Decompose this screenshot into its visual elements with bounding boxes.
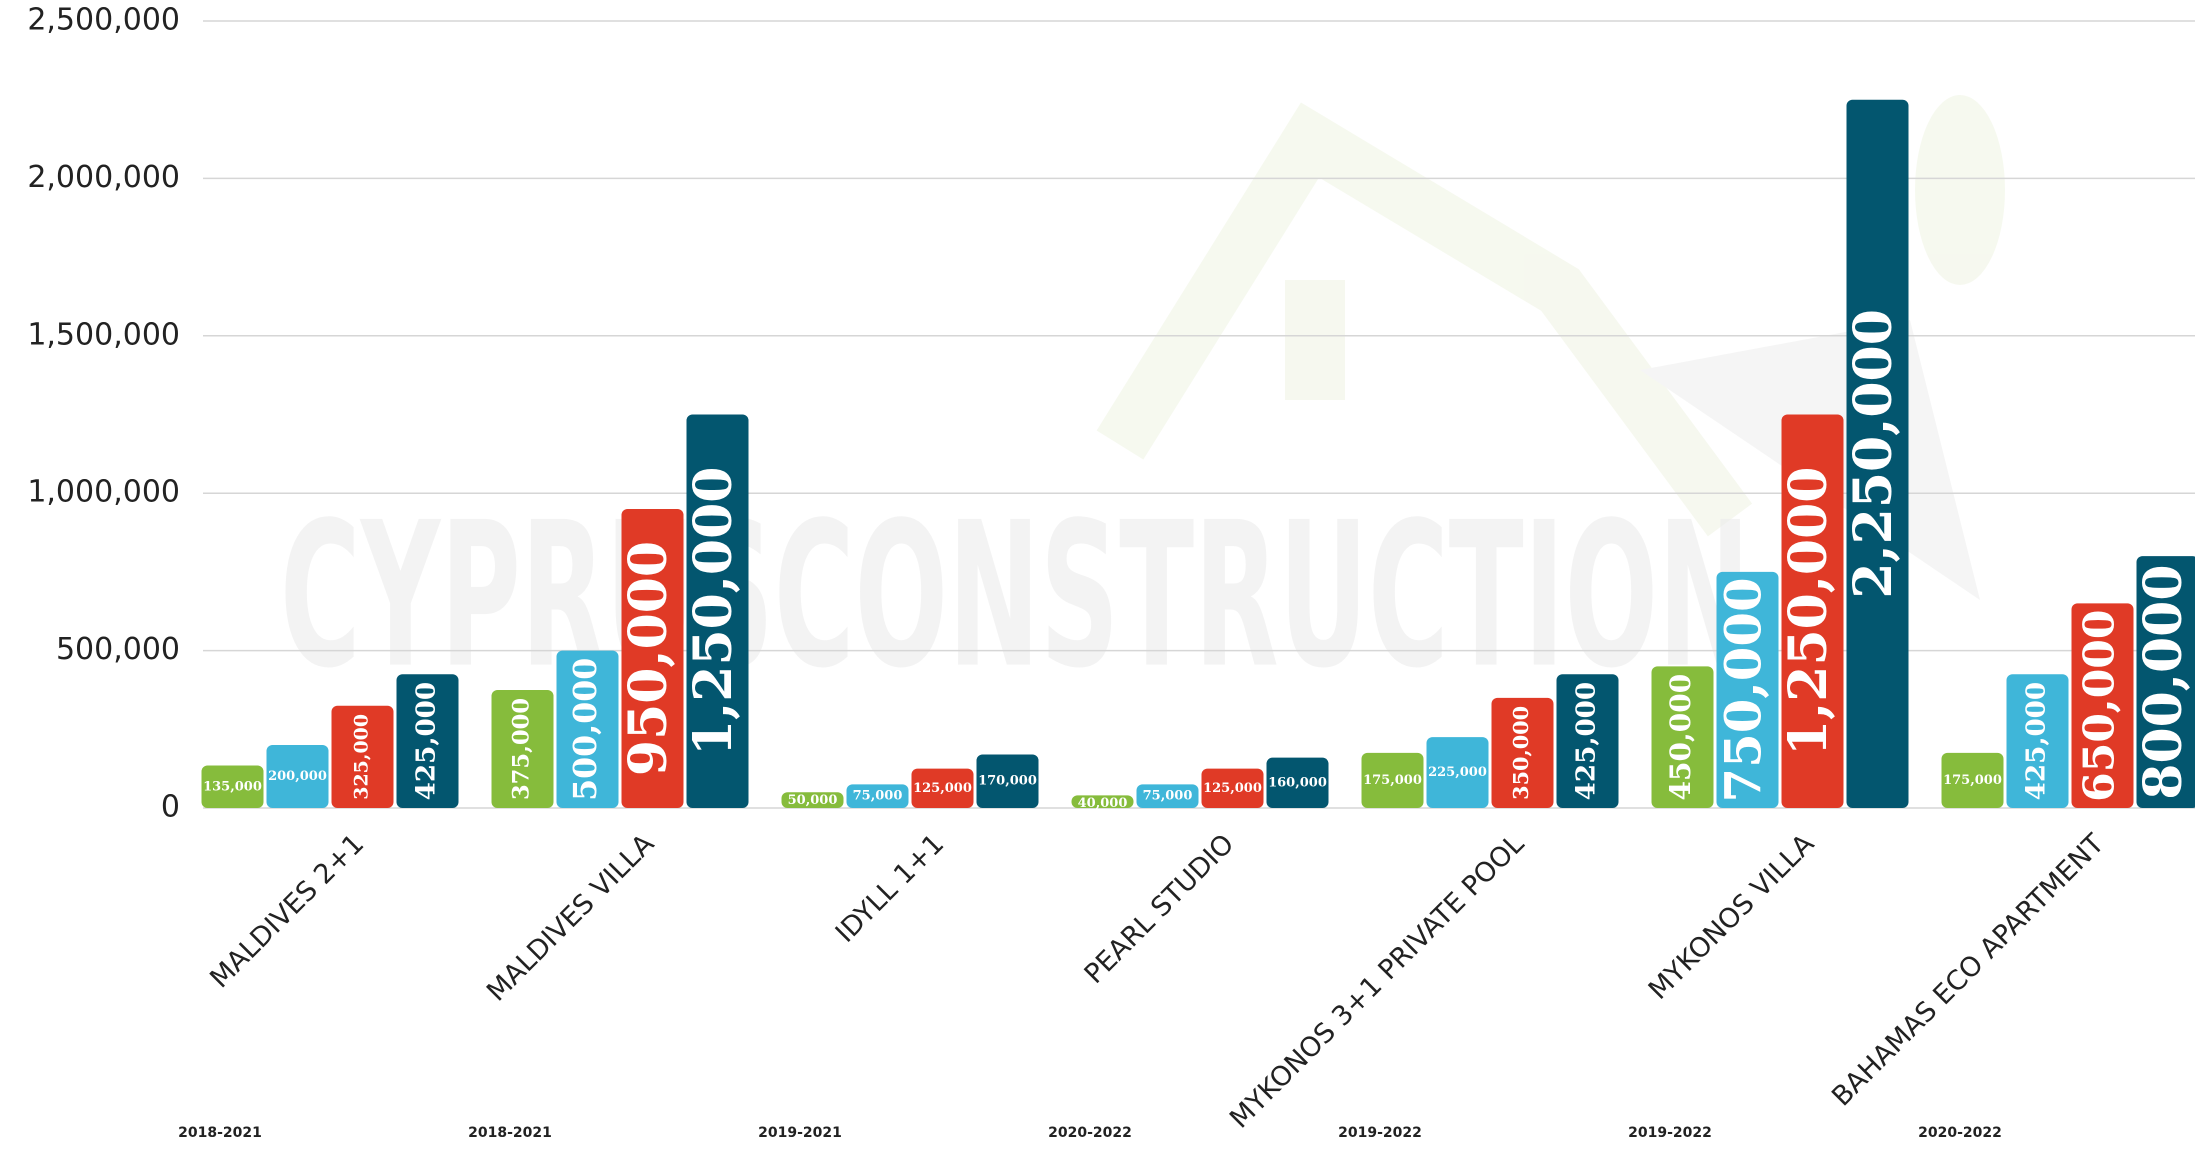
- value-label: 750,000: [1714, 577, 1773, 802]
- x-tick-label: IDYLL 1+1: [830, 828, 951, 949]
- y-tick-label: 2,500,000: [27, 3, 180, 38]
- value-label: 1,250,000: [683, 467, 744, 756]
- y-tick-label: 1,000,000: [27, 475, 180, 510]
- value-label: 425,000: [2021, 682, 2052, 801]
- value-label: 135,000: [203, 779, 262, 794]
- value-label: 40,000: [1078, 796, 1128, 811]
- x-tick-label: BAHAMAS ECO APARTMENT: [1826, 828, 2110, 1112]
- x-tick-label: MYKONOS VILLA: [1643, 828, 1821, 1006]
- period-label: 2019-2021: [758, 1125, 842, 1141]
- period-label: 2018-2021: [178, 1125, 262, 1141]
- chart: CYPRUSCONSTRUCTION 0 500,000 1,000,000 1,50…: [0, 0, 2195, 1166]
- period-label: 2018-2021: [468, 1125, 552, 1141]
- value-label: 225,000: [1428, 765, 1487, 780]
- y-tick-label: 2,000,000: [27, 160, 180, 195]
- value-label: 350,000: [1508, 706, 1533, 800]
- value-label: 325,000: [351, 714, 373, 800]
- period-label: 2019-2022: [1628, 1125, 1712, 1141]
- value-label: 425,000: [411, 682, 442, 801]
- x-tick-label: MALDIVES VILLA: [481, 828, 661, 1008]
- period-label: 2020-2022: [1918, 1125, 2002, 1141]
- y-tick-label: 1,500,000: [27, 317, 180, 352]
- y-tick-label: 0: [161, 790, 180, 825]
- value-label: 950,000: [618, 541, 679, 776]
- value-label: 2,250,000: [1843, 309, 1904, 598]
- value-label: 170,000: [978, 774, 1037, 789]
- y-tick-label: 500,000: [56, 632, 180, 667]
- value-label: 125,000: [913, 781, 972, 796]
- watermark: CYPRUSCONSTRUCTION: [280, 480, 1750, 713]
- value-label: 125,000: [1203, 781, 1262, 796]
- value-label: 450,000: [1664, 674, 1697, 801]
- value-label: 425,000: [1571, 682, 1602, 801]
- value-label: 160,000: [1268, 775, 1327, 790]
- value-label: 75,000: [853, 789, 903, 804]
- value-label: 175,000: [1363, 773, 1422, 788]
- value-label: 500,000: [567, 658, 604, 801]
- x-tick-label: MYKONOS 3+1 PRIVATE POOL: [1224, 828, 1530, 1134]
- x-tick-label: PEARL STUDIO: [1079, 828, 1241, 990]
- value-label: 175,000: [1943, 773, 2002, 788]
- value-label: 200,000: [268, 769, 327, 784]
- value-label: 800,000: [2133, 564, 2194, 799]
- value-label: 650,000: [2075, 610, 2125, 802]
- period-label: 2019-2022: [1338, 1125, 1422, 1141]
- value-label: 50,000: [788, 793, 838, 808]
- value-label: 375,000: [509, 698, 535, 800]
- value-label: 1,250,000: [1778, 467, 1839, 756]
- period-label: 2020-2022: [1048, 1125, 1132, 1141]
- value-label: 75,000: [1143, 789, 1193, 804]
- x-tick-label: MALDIVES 2+1: [204, 828, 370, 994]
